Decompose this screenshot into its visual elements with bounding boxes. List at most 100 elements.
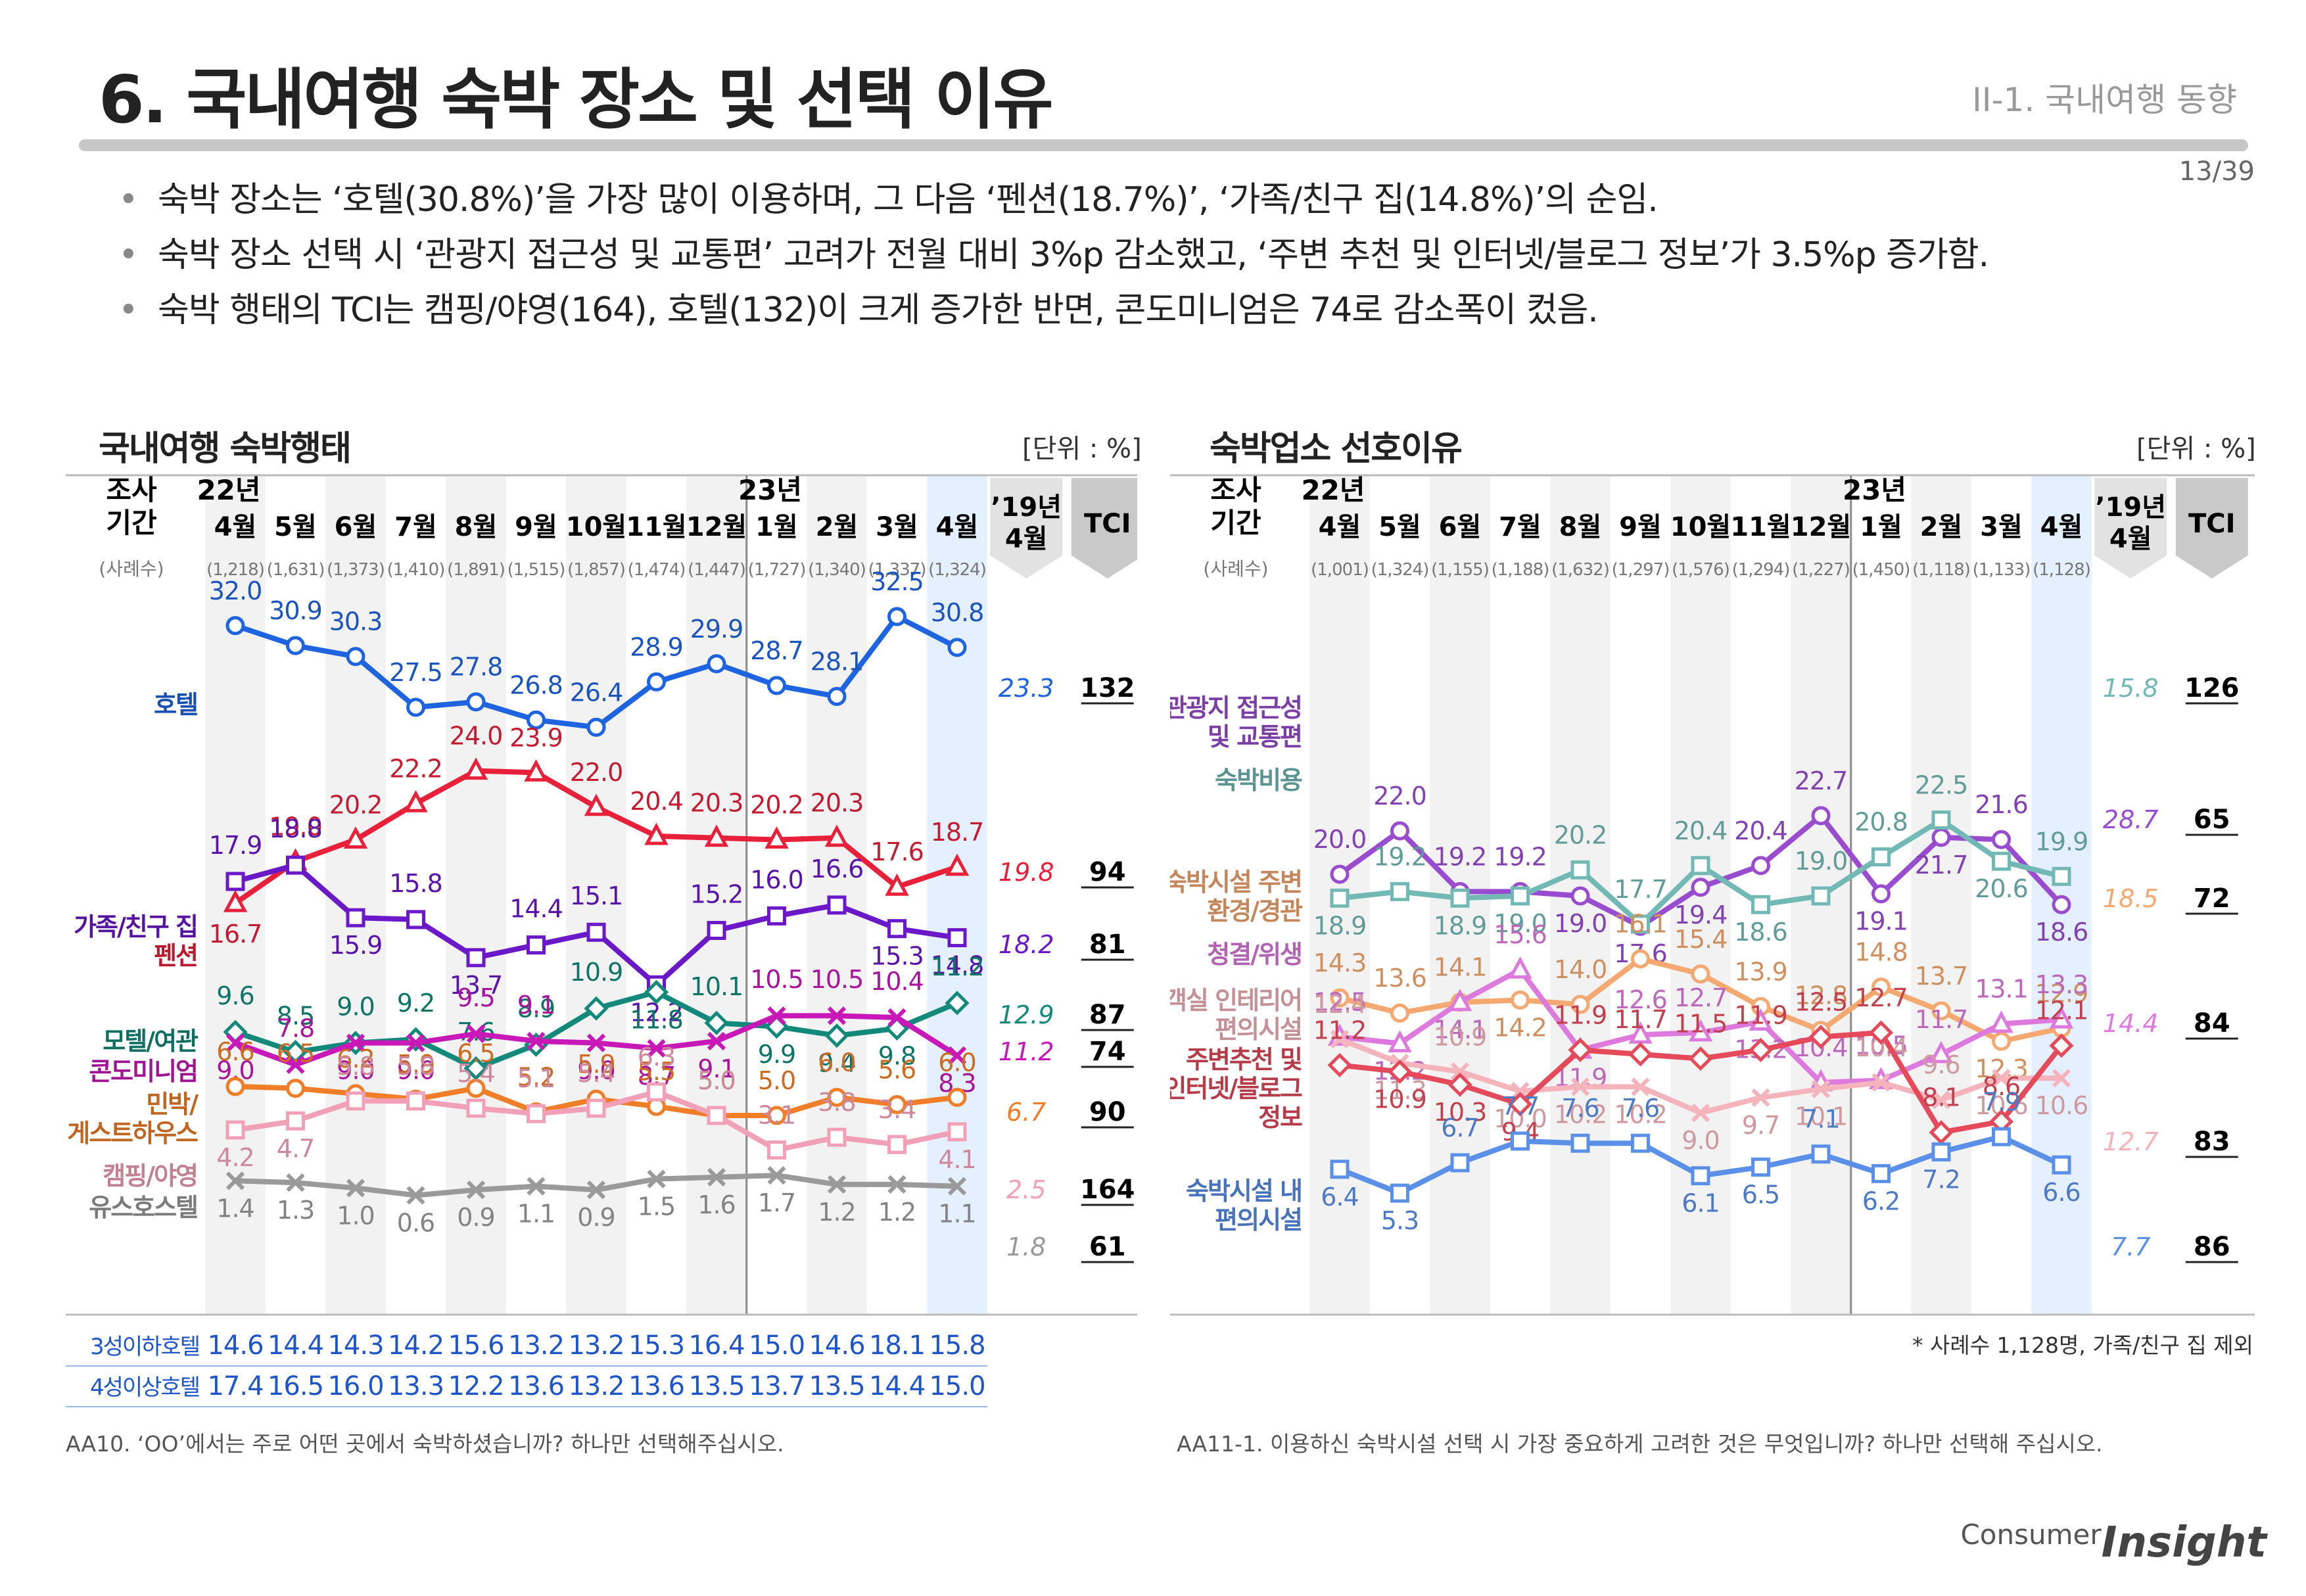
series-name: 관광지 접근성 [1170, 693, 1302, 722]
data-point [827, 1175, 847, 1194]
series-1: 16.719.020.222.224.0 23.922.020.4 20.3 20.2… [154, 722, 1134, 970]
data-point [704, 1010, 729, 1035]
sample-count: (1,337) [868, 560, 926, 580]
data-point [647, 672, 666, 692]
table-cell: 12.2 [448, 1371, 504, 1401]
data-label: 12.1 [2035, 997, 2088, 1025]
data-point [586, 922, 606, 942]
data-point [1871, 1163, 1891, 1183]
data-label: 18.6 [1734, 918, 1787, 947]
data-label: 8.6 [1983, 1072, 2020, 1101]
data-label: 14.2 [1494, 1013, 1547, 1042]
data-point [887, 607, 906, 626]
table-cell: 13.6 [508, 1371, 564, 1401]
data-point [1992, 830, 2011, 849]
period-label: 기간 [106, 507, 156, 539]
data-label: 15.9 [329, 931, 383, 960]
data-point [1628, 1042, 1653, 1067]
data-point [1929, 1120, 1954, 1145]
table-cell: 15.8 [929, 1330, 985, 1361]
data-label: 7.1 [1802, 1105, 1839, 1134]
page-number: 13/39 [2178, 156, 2255, 187]
data-label: 10.3 [1434, 1098, 1487, 1127]
month-label: 5월 [274, 512, 317, 542]
data-point [1989, 1010, 2013, 1033]
data-point [644, 979, 669, 1004]
series-1: 18.919.218.9 19.020.217.720.418.619.020.8… [1215, 673, 2239, 947]
month-label: 10월 [566, 512, 626, 542]
data-point [527, 1177, 546, 1196]
data-point [463, 1056, 488, 1081]
column-band [807, 475, 867, 1315]
sample-count: (1,133) [1973, 560, 2031, 580]
data-point [586, 1098, 606, 1118]
month-label: 4월 [2040, 512, 2083, 542]
data-point [2049, 1033, 2074, 1058]
data-point [1570, 995, 1590, 1014]
data-point [1871, 1073, 1891, 1092]
data-label: 0.9 [457, 1203, 494, 1232]
month-label: 3월 [876, 512, 918, 542]
data-label: 4.7 [277, 1134, 314, 1163]
month-label: 6월 [1439, 512, 1482, 542]
data-label: 9.9 [758, 1040, 795, 1069]
data-label: 9.0 [397, 1056, 435, 1085]
data-point [1929, 1041, 1954, 1064]
data-label: 19.2 [1373, 842, 1426, 871]
column-band [2031, 475, 2092, 1315]
data-point [1931, 810, 1951, 830]
series-6: 4.2 4.7 5.8 5.8 5.4 5.1 5.4 6.3 5.0 3.1 3.8 3.4 4.1 캠… [103, 1043, 1135, 1206]
data-point [887, 1135, 906, 1154]
data-point [947, 1122, 967, 1142]
data-label: 6.6 [216, 1037, 254, 1066]
data-point [2052, 1069, 2071, 1088]
data-label: 9.1 [517, 991, 555, 1020]
tci-value: 126 [2184, 673, 2240, 703]
data-point [1628, 1021, 1653, 1044]
data-label: 10.1 [1795, 1102, 1848, 1131]
data-label: 10.9 [1373, 1085, 1426, 1114]
series-name: 청결/위생 [1207, 940, 1302, 969]
tci-value: 84 [2194, 1008, 2230, 1039]
data-point [286, 855, 305, 875]
sample-count: (1,891) [447, 560, 505, 580]
data-label: 7.6 [1622, 1094, 1659, 1123]
data-point [346, 647, 365, 667]
data-label: 1.5 [638, 1192, 675, 1221]
data-label: 5.4 [457, 1059, 494, 1088]
table-cell: 15.0 [749, 1330, 805, 1361]
data-point [286, 1079, 305, 1098]
ref-column-label: ’19년 [991, 492, 1062, 523]
data-point [1511, 1131, 1530, 1151]
data-label: 16.6 [811, 855, 864, 883]
table-cell: 14.6 [809, 1330, 864, 1361]
data-label: 9.0 [1682, 1126, 1719, 1155]
data-point [584, 793, 609, 816]
data-point [1390, 881, 1409, 901]
data-point [1871, 847, 1891, 867]
data-point [586, 1033, 606, 1052]
series-name: 주변추천 및 [1186, 1045, 1302, 1074]
tci-value: 72 [2194, 883, 2230, 914]
data-label: 12.9 [2035, 979, 2088, 1008]
data-point [1811, 1079, 1831, 1098]
data-point [1811, 886, 1831, 906]
data-point [225, 1033, 245, 1052]
data-label: 21.7 [1915, 851, 1968, 880]
data-label: 6.0 [818, 1048, 855, 1077]
data-label: 22.5 [1915, 771, 1968, 800]
data-point [225, 872, 245, 891]
data-label: 13.9 [1734, 957, 1787, 986]
sample-count: (1,474) [628, 560, 686, 580]
column-band [1911, 475, 1971, 1315]
data-label: 6.5 [457, 1039, 494, 1068]
month-label: 4월 [1319, 512, 1361, 542]
right-footnote: * 사례수 1,128명, 가족/친구 집 제외 [1912, 1332, 2253, 1358]
header-tab [2094, 478, 2167, 578]
tci-value: 81 [1089, 929, 1126, 960]
data-label: 6.5 [1742, 1181, 1779, 1209]
logo-text-insight: Insight [2101, 1518, 2267, 1567]
data-label: 20.4 [1734, 816, 1787, 845]
table-cell: 15.0 [929, 1371, 985, 1401]
